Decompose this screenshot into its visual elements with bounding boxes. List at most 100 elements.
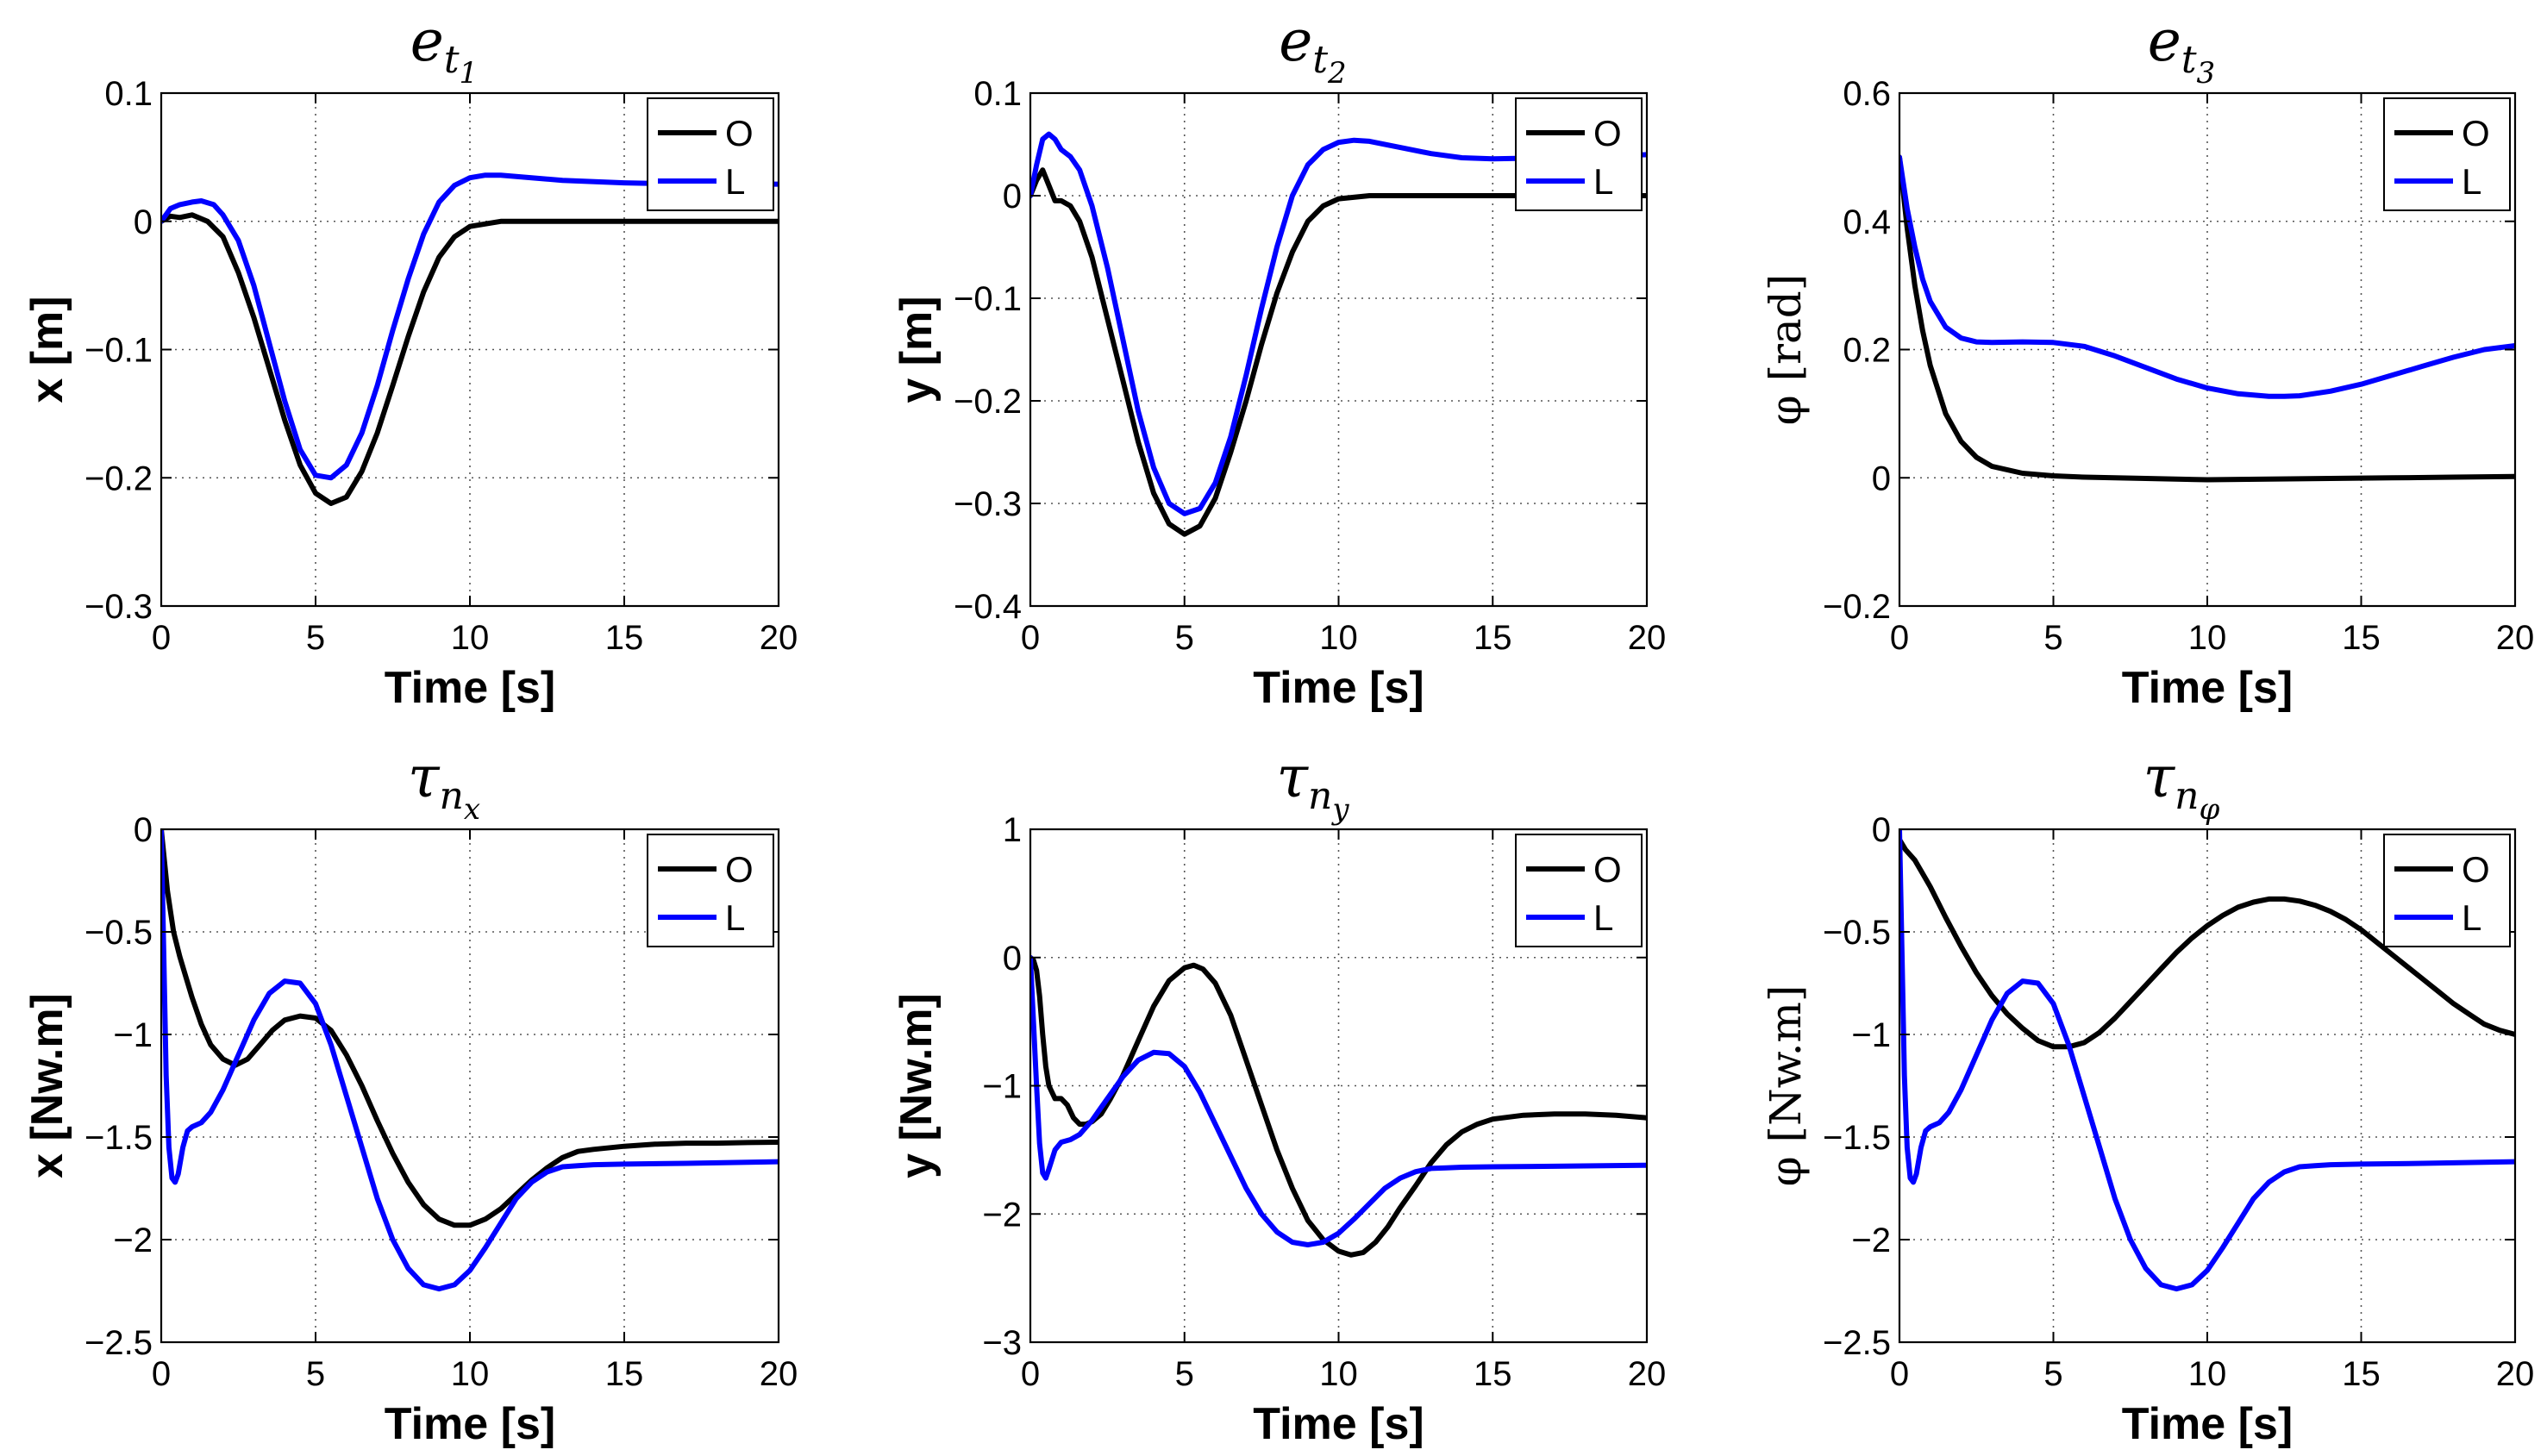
chart-title: et2 (1279, 8, 1346, 91)
series-line-O (1899, 154, 2515, 483)
chart-title: τnx (408, 744, 480, 827)
y-tick-label: 0.1 (104, 75, 153, 113)
y-tick-label: −0.5 (1823, 914, 1891, 952)
x-tick-label: 10 (451, 1355, 490, 1393)
y-tick-label: 0.2 (1843, 332, 1891, 370)
legend-label-L: L (1593, 161, 1613, 202)
x-tick-label: 15 (1474, 619, 1512, 657)
chart-panel-1: 0 5 10 15 20 −0.3 −0.2 −0.1 0 0.1 Time [s] x [m] et1… (22, 8, 798, 713)
y-tick-label: −1 (1851, 1016, 1891, 1054)
series-line-O (1030, 954, 1647, 1258)
x-tick-label: 0 (152, 1355, 171, 1393)
legend-box (647, 834, 774, 947)
x-tick-label: 0 (1890, 1355, 1909, 1393)
x-tick-label: 20 (1628, 619, 1667, 657)
chart-panel-4: 0 5 10 15 20 −2.5 −2 −1.5 −1 −0.5 0 Time [s] x [Nw.m… (22, 744, 798, 1449)
legend-label-L: L (725, 897, 745, 938)
legend-box (2383, 97, 2511, 211)
x-tick-label: 20 (760, 619, 798, 657)
x-tick-label: 15 (2342, 619, 2381, 657)
y-tick-label: −1 (982, 1068, 1022, 1106)
legend-label-L: L (2462, 897, 2481, 938)
y-tick-label: −0.4 (954, 588, 1022, 626)
legend: OL (1515, 97, 1643, 211)
y-tick-label: −2 (1851, 1222, 1891, 1259)
legend: OL (647, 834, 774, 947)
y-tick-label: 0 (1003, 940, 1022, 978)
y-tick-label: 0 (1872, 811, 1891, 849)
x-tick-label: 20 (2496, 619, 2535, 657)
legend: OL (647, 97, 774, 211)
y-axis-label: y [Nw.m] (892, 993, 942, 1178)
x-tick-label: 5 (1175, 1355, 1194, 1393)
x-tick-label: 10 (1319, 1355, 1358, 1393)
y-axis-label: φ [Nw.m] (1761, 985, 1811, 1187)
y-tick-label: −0.1 (954, 280, 1022, 318)
x-tick-label: 15 (605, 619, 644, 657)
y-tick-label: 0 (134, 811, 153, 849)
chart-panel-6: 0 5 10 15 20 −2.5 −2 −1.5 −1 −0.5 0 Time [s] φ [Nw.m… (1761, 744, 2534, 1449)
x-tick-label: 15 (605, 1355, 644, 1393)
y-tick-label: 0.4 (1843, 203, 1891, 241)
y-axis-label: φ [rad] (1761, 274, 1811, 426)
y-tick-label: 0 (134, 203, 153, 241)
series-line-O (161, 212, 779, 506)
y-tick-label: −0.5 (84, 914, 153, 952)
x-tick-label: 5 (1175, 619, 1194, 657)
y-tick-label: −2.5 (1823, 1324, 1891, 1362)
legend-label-L: L (2462, 161, 2481, 202)
x-axis-label: Time [s] (2122, 663, 2293, 713)
chart-title: τnφ (2143, 744, 2220, 827)
series-line-O (1030, 167, 1647, 537)
y-tick-label: −1 (113, 1016, 153, 1054)
x-axis-label: Time [s] (1253, 663, 1424, 713)
legend-box (2383, 834, 2511, 947)
y-tick-label: −2 (113, 1222, 153, 1259)
legend-label-O: O (725, 849, 754, 890)
x-axis-label: Time [s] (1253, 1399, 1424, 1449)
legend-label-L: L (725, 161, 745, 202)
legend-box (1515, 97, 1643, 211)
y-tick-label: −1.5 (84, 1119, 153, 1157)
x-tick-label: 20 (2496, 1355, 2535, 1393)
chart-panel-2: 0 5 10 15 20 −0.4 −0.3 −0.2 −0.1 0 0.1 Time [s] y [m… (892, 8, 1666, 713)
chart-title: et1 (410, 8, 478, 91)
y-tick-label: 0 (1003, 178, 1022, 216)
x-tick-label: 0 (1021, 1355, 1040, 1393)
legend: OL (2383, 834, 2511, 947)
legend-label-O: O (2462, 849, 2490, 890)
x-tick-label: 5 (306, 1355, 325, 1393)
y-tick-label: −2 (982, 1196, 1022, 1234)
y-tick-label: −0.3 (954, 485, 1022, 523)
x-tick-label: 10 (1319, 619, 1358, 657)
chart-panel-5: 0 5 10 15 20 −3 −2 −1 0 1 Time [s] y [Nw.m] τny OL (892, 744, 1666, 1449)
x-tick-label: 0 (1890, 619, 1909, 657)
x-tick-label: 20 (1628, 1355, 1667, 1393)
series-line-L (161, 829, 779, 1292)
series-line-L (1899, 154, 2515, 399)
legend-label-O: O (2462, 113, 2490, 153)
y-tick-label: −3 (982, 1324, 1022, 1362)
x-tick-label: 0 (1021, 619, 1040, 657)
y-tick-label: 0 (1872, 459, 1891, 497)
x-axis-label: Time [s] (2122, 1399, 2293, 1449)
series-line-O (161, 829, 779, 1228)
x-tick-label: 20 (760, 1355, 798, 1393)
y-tick-label: −0.1 (84, 332, 153, 370)
legend-box (1515, 834, 1643, 947)
legend: OL (1515, 834, 1643, 947)
x-tick-label: 5 (306, 619, 325, 657)
chart-title: τny (1276, 744, 1349, 827)
y-tick-label: −0.2 (1823, 588, 1891, 626)
y-tick-label: 0.1 (973, 75, 1022, 113)
y-axis-label: x [m] (22, 296, 72, 403)
x-tick-label: 5 (2043, 619, 2062, 657)
series-line-O (1899, 836, 2515, 1050)
legend-label-O: O (1593, 113, 1622, 153)
y-tick-label: −0.2 (954, 383, 1022, 421)
x-tick-label: 10 (2188, 1355, 2227, 1393)
x-tick-label: 15 (2342, 1355, 2381, 1393)
x-tick-label: 0 (152, 619, 171, 657)
x-axis-label: Time [s] (385, 1399, 555, 1449)
